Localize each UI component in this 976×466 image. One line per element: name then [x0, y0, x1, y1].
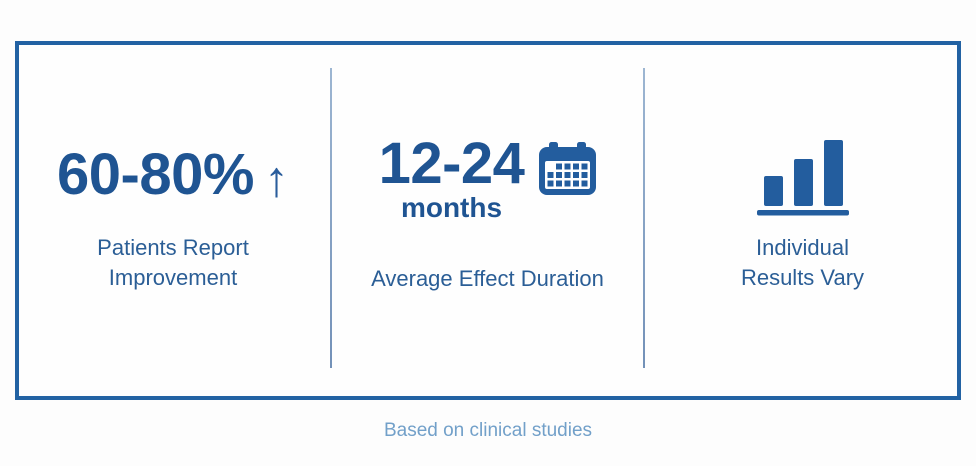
stat-improvement: 60-80% ↑ [15, 146, 331, 208]
duration-label: Average Effect Duration [331, 264, 644, 294]
improvement-label-line1: Patients Report [97, 235, 249, 260]
improvement-value: 60-80% [57, 142, 254, 207]
duration-value: 12-24 [378, 131, 525, 196]
up-arrow-icon: ↑ [263, 151, 289, 207]
calendar-icon [539, 142, 597, 195]
footer-note: Based on clinical studies [383, 420, 593, 441]
bar-chart-icon [644, 139, 961, 216]
duration-unit: months [400, 192, 503, 223]
column-divider-1 [330, 68, 332, 368]
results-label: Individual Results Vary [644, 233, 961, 293]
stat-duration: 12-24 months [331, 131, 644, 223]
stats-panel [15, 41, 961, 400]
improvement-label-line2: Improvement [108, 265, 238, 290]
column-divider-2 [643, 68, 645, 368]
improvement-label: Patients Report Improvement [15, 233, 331, 293]
duration-label-text: Average Effect Duration [371, 266, 604, 291]
duration-text-block: 12-24 months [378, 131, 525, 223]
results-label-line1: Individual [756, 235, 849, 260]
results-label-line2: Results Vary [740, 265, 865, 290]
